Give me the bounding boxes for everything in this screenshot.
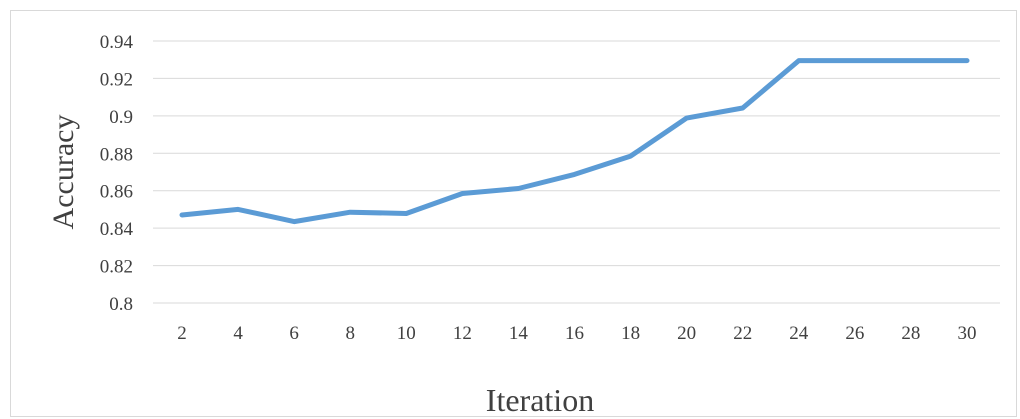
x-tick-label: 2 [177, 323, 187, 344]
x-tick-label: 6 [289, 323, 299, 344]
gridlines [153, 40, 1000, 304]
x-tick-label: 16 [565, 323, 584, 344]
x-tick-label: 20 [677, 323, 696, 344]
y-tick-label: 0.84 [100, 219, 134, 240]
y-axis-title: Accuracy [47, 115, 80, 230]
y-tick-label: 0.88 [100, 144, 133, 165]
y-tick-label: 0.94 [100, 32, 134, 53]
x-tick-label: 28 [901, 323, 920, 344]
x-axis-ticks: 2 4 6 8 10 12 14 16 18 20 22 24 26 28 30 [177, 323, 976, 344]
chart-frame [10, 10, 1017, 417]
series-layer [179, 58, 970, 225]
x-tick-label: 12 [453, 323, 472, 344]
y-tick-label: 0.92 [100, 69, 133, 90]
x-tick-label: 22 [733, 323, 752, 344]
y-tick-label: 0.82 [100, 257, 133, 278]
x-tick-label: 4 [233, 323, 243, 344]
x-axis-title: Iteration [486, 382, 594, 418]
y-tick-label: 0.8 [109, 294, 133, 315]
y-axis-ticks: 0.8 0.82 0.84 0.86 0.88 0.9 0.92 0.94 [100, 32, 134, 315]
y-tick-label: 0.86 [100, 182, 133, 203]
x-tick-label: 18 [621, 323, 640, 344]
x-tick-label: 30 [958, 323, 977, 344]
y-tick-label: 0.9 [109, 107, 133, 128]
x-tick-label: 8 [345, 323, 355, 344]
x-tick-label: 24 [789, 323, 809, 344]
x-tick-label: 14 [509, 323, 529, 344]
series-line-0 [179, 58, 970, 225]
x-tick-label: 10 [397, 323, 416, 344]
x-tick-label: 26 [845, 323, 864, 344]
